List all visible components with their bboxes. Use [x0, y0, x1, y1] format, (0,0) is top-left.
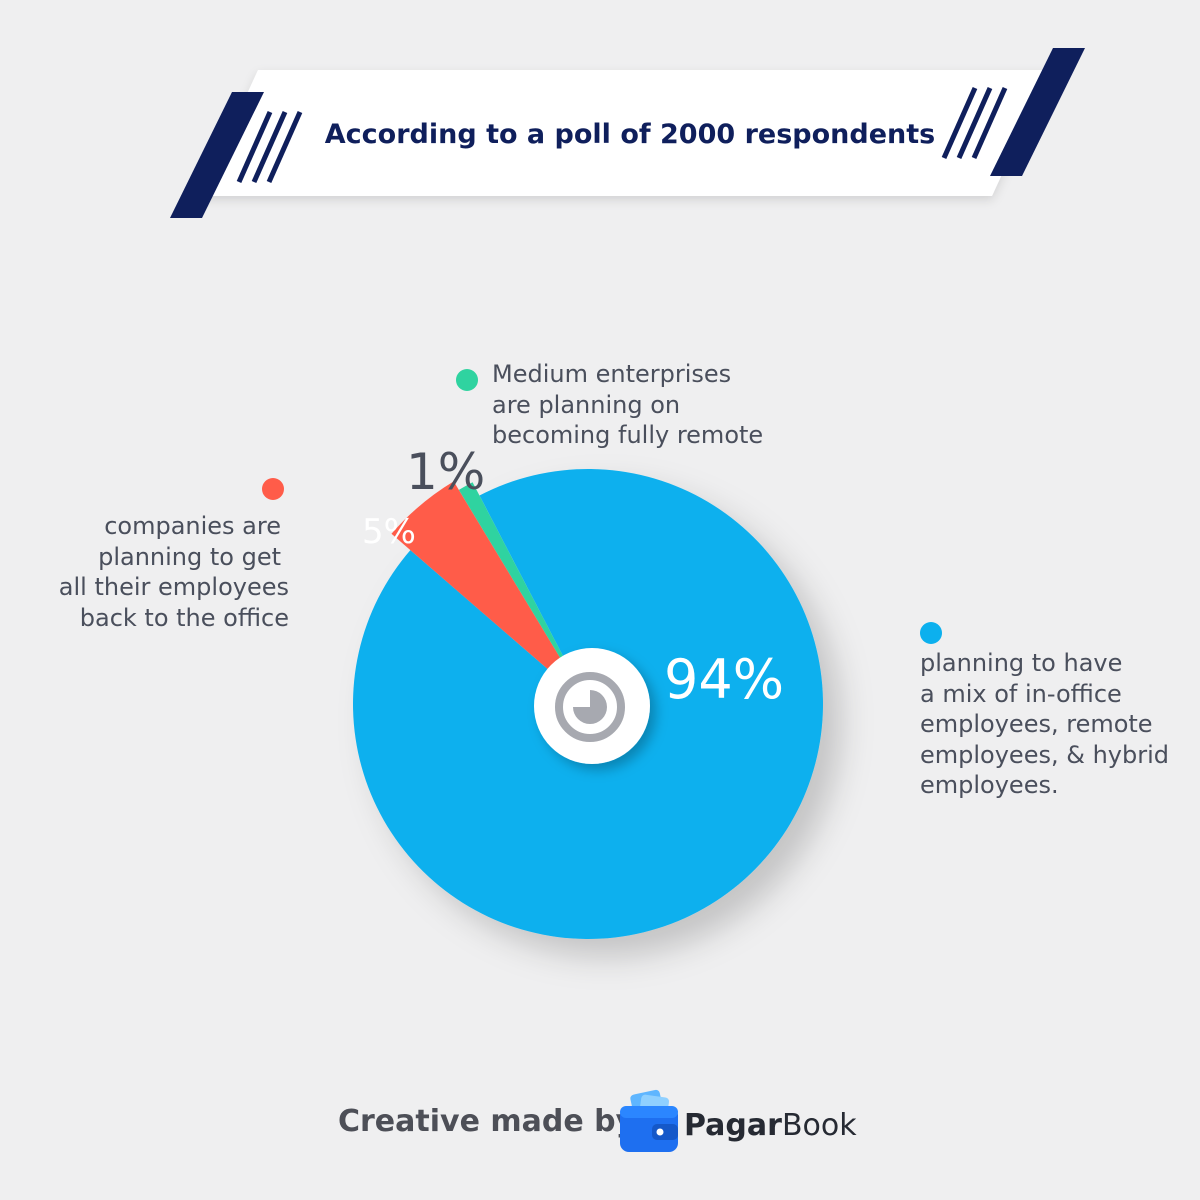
- legend-dot-back-to-office: [262, 478, 284, 500]
- legend-label-hybrid-mix: planning to have a mix of in-office empl…: [920, 649, 1169, 799]
- legend-label-back-to-office: companies are planning to get all their …: [58, 512, 289, 632]
- wallet-icon: [620, 1089, 678, 1152]
- slice-back-to-office: [391, 481, 588, 704]
- slice-value-label-94: 94%: [664, 648, 785, 711]
- slice-value-label-1: 1%: [406, 443, 486, 501]
- legend-dot-hybrid-mix: [920, 622, 942, 644]
- slice-fully-remote: [458, 482, 588, 704]
- brand-name: PagarBook: [684, 1108, 857, 1143]
- legend-dot-fully-remote: [456, 369, 478, 391]
- credit-text: Creative made by: [338, 1104, 636, 1139]
- banner-left-stripe: [170, 92, 264, 218]
- legend-label-fully-remote: Medium enterprises are planning on becom…: [492, 360, 764, 449]
- title-banner: [170, 48, 1085, 218]
- pie-chart-icon: [555, 672, 625, 742]
- center-hub: [534, 648, 650, 764]
- banner-right-stripe: [990, 48, 1085, 176]
- banner-title: According to a poll of 2000 respondents: [324, 119, 936, 150]
- banner-right-hatch-icon: [941, 86, 1008, 160]
- banner-left-hatch-icon: [236, 110, 303, 184]
- slice-value-label-5: 5%: [362, 512, 416, 552]
